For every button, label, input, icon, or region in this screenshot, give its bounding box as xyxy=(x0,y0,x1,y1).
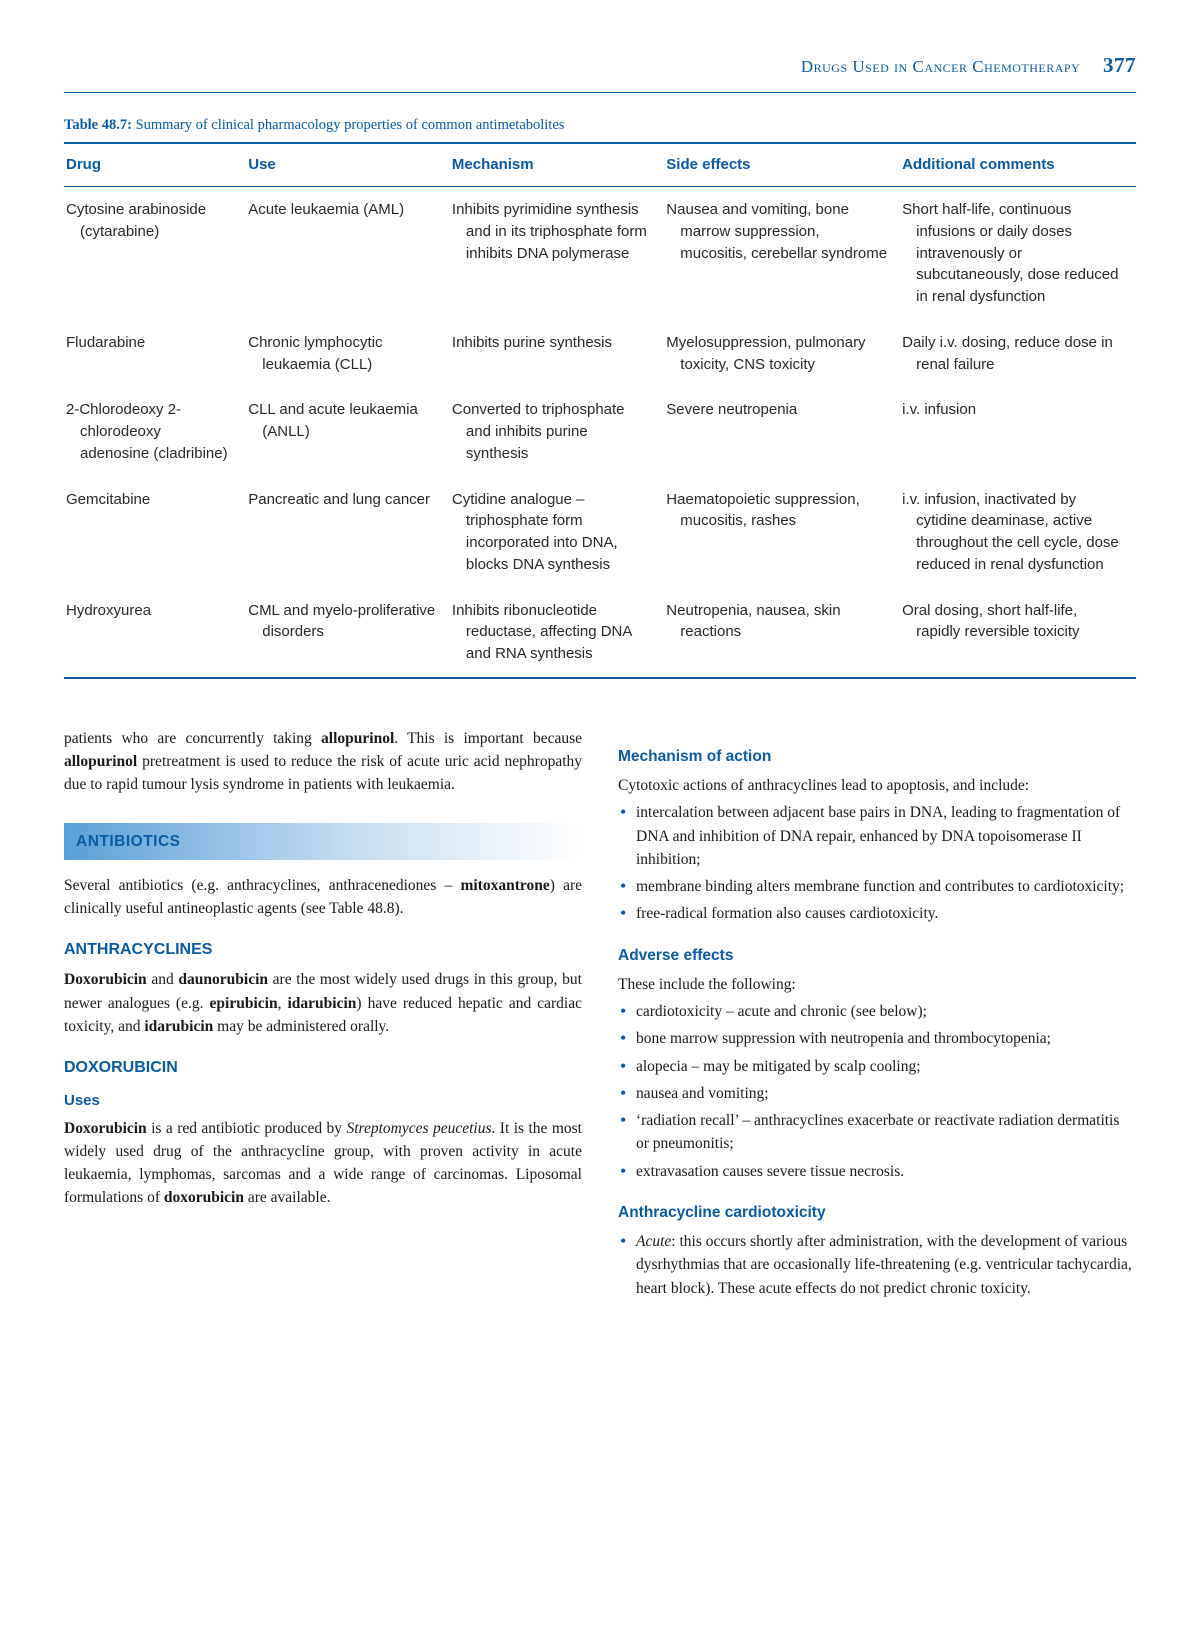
heading-uses: Uses xyxy=(64,1090,582,1113)
cell-drug: Gemcitabine xyxy=(66,489,234,511)
heading-mechanism-of-action: Mechanism of action xyxy=(618,745,1136,768)
table-body: Cytosine arabinoside (cytarabine) Acute … xyxy=(64,187,1136,678)
lead-paragraph: patients who are concurrently taking all… xyxy=(64,727,582,797)
cell-side-effects: Myelosuppression, pulmonary toxicity, CN… xyxy=(666,332,888,376)
list-item: bone marrow suppression with neutropenia… xyxy=(618,1027,1136,1050)
heading-doxorubicin: DOXORUBICIN xyxy=(64,1056,582,1080)
cell-comments: i.v. infusion, inactivated by cytidine d… xyxy=(902,489,1124,576)
th-mechanism: Mechanism xyxy=(450,143,664,186)
table-caption-label: Table 48.7: xyxy=(64,117,132,133)
cell-drug: 2-Chlorodeoxy 2-chlorodeoxy adenosine (c… xyxy=(66,399,234,464)
list-item: free-radical formation also causes cardi… xyxy=(618,902,1136,925)
cell-side-effects: Neutropenia, nausea, skin reactions xyxy=(666,600,888,644)
th-use: Use xyxy=(246,143,450,186)
list-item: cardiotoxicity – acute and chronic (see … xyxy=(618,1000,1136,1023)
table-row: Fludarabine Chronic lymphocytic leukaemi… xyxy=(64,320,1136,388)
cardio-list: Acute: this occurs shortly after adminis… xyxy=(618,1230,1136,1300)
antibiotics-paragraph: Several antibiotics (e.g. anthracyclines… xyxy=(64,874,582,921)
table-caption: Table 48.7: Summary of clinical pharmaco… xyxy=(64,115,1136,137)
cell-use: CLL and acute leukaemia (ANLL) xyxy=(248,399,438,443)
table-header-row: Drug Use Mechanism Side effects Addition… xyxy=(64,143,1136,186)
cell-comments: Daily i.v. dosing, reduce dose in renal … xyxy=(902,332,1124,376)
cell-mechanism: Inhibits ribonucleotide reductase, affec… xyxy=(452,600,652,665)
left-column: patients who are concurrently taking all… xyxy=(64,727,582,1312)
table-caption-text: Summary of clinical pharmacology propert… xyxy=(136,117,565,133)
table-row: Hydroxyurea CML and myelo-proliferative … xyxy=(64,588,1136,678)
cell-use: Acute leukaemia (AML) xyxy=(248,199,438,221)
th-comments: Additional comments xyxy=(900,143,1136,186)
list-item: alopecia – may be mitigated by scalp coo… xyxy=(618,1055,1136,1078)
list-item: nausea and vomiting; xyxy=(618,1082,1136,1105)
table-row: Gemcitabine Pancreatic and lung cancer C… xyxy=(64,477,1136,588)
cell-mechanism: Inhibits pyrimidine synthesis and in its… xyxy=(452,199,652,264)
ae-list: cardiotoxicity – acute and chronic (see … xyxy=(618,1000,1136,1183)
cell-side-effects: Haematopoietic suppression, mucositis, r… xyxy=(666,489,888,533)
cell-mechanism: Converted to triphosphate and inhibits p… xyxy=(452,399,652,464)
antimetabolites-table: Drug Use Mechanism Side effects Addition… xyxy=(64,142,1136,679)
heading-anthracyclines: ANTHRACYCLINES xyxy=(64,938,582,962)
cell-comments: i.v. infusion xyxy=(902,399,1124,421)
cell-drug: Cytosine arabinoside (cytarabine) xyxy=(66,199,234,243)
cell-use: CML and myelo-proliferative disorders xyxy=(248,600,438,644)
cell-drug: Hydroxyurea xyxy=(66,600,234,622)
cell-mechanism: Cytidine analogue – triphosphate form in… xyxy=(452,489,652,576)
heading-adverse-effects: Adverse effects xyxy=(618,944,1136,967)
cell-drug: Fludarabine xyxy=(66,332,234,354)
cell-comments: Oral dosing, short half-life, rapidly re… xyxy=(902,600,1124,644)
running-title: Drugs Used in Cancer Chemotherapy xyxy=(801,57,1080,76)
body-columns: patients who are concurrently taking all… xyxy=(64,727,1136,1312)
moa-intro: Cytotoxic actions of anthracyclines lead… xyxy=(618,774,1136,797)
cell-comments: Short half-life, continuous infusions or… xyxy=(902,199,1124,308)
table-row: 2-Chlorodeoxy 2-chlorodeoxy adenosine (c… xyxy=(64,387,1136,476)
list-item: Acute: this occurs shortly after adminis… xyxy=(618,1230,1136,1300)
table-row: Cytosine arabinoside (cytarabine) Acute … xyxy=(64,187,1136,320)
cell-side-effects: Severe neutropenia xyxy=(666,399,888,421)
cell-side-effects: Nausea and vomiting, bone marrow suppres… xyxy=(666,199,888,264)
anthracyclines-paragraph: Doxorubicin and daunorubicin are the mos… xyxy=(64,968,582,1038)
list-item: intercalation between adjacent base pair… xyxy=(618,801,1136,871)
list-item: ‘radiation recall’ – anthracyclines exac… xyxy=(618,1109,1136,1156)
cell-use: Pancreatic and lung cancer xyxy=(248,489,438,511)
page-number: 377 xyxy=(1103,53,1136,77)
running-head: Drugs Used in Cancer Chemotherapy 377 xyxy=(64,50,1136,86)
list-item: extravasation causes severe tissue necro… xyxy=(618,1160,1136,1183)
ae-intro: These include the following: xyxy=(618,973,1136,996)
th-side-effects: Side effects xyxy=(664,143,900,186)
header-rule xyxy=(64,92,1136,93)
cell-use: Chronic lymphocytic leukaemia (CLL) xyxy=(248,332,438,376)
cell-mechanism: Inhibits purine synthesis xyxy=(452,332,652,354)
right-column: Mechanism of action Cytotoxic actions of… xyxy=(618,727,1136,1312)
section-heading-antibiotics: ANTIBIOTICS xyxy=(64,823,582,860)
list-item: membrane binding alters membrane functio… xyxy=(618,875,1136,898)
doxorubicin-paragraph: Doxorubicin is a red antibiotic produced… xyxy=(64,1117,582,1210)
th-drug: Drug xyxy=(64,143,246,186)
moa-list: intercalation between adjacent base pair… xyxy=(618,801,1136,925)
heading-anthracycline-cardiotoxicity: Anthracycline cardiotoxicity xyxy=(618,1201,1136,1224)
